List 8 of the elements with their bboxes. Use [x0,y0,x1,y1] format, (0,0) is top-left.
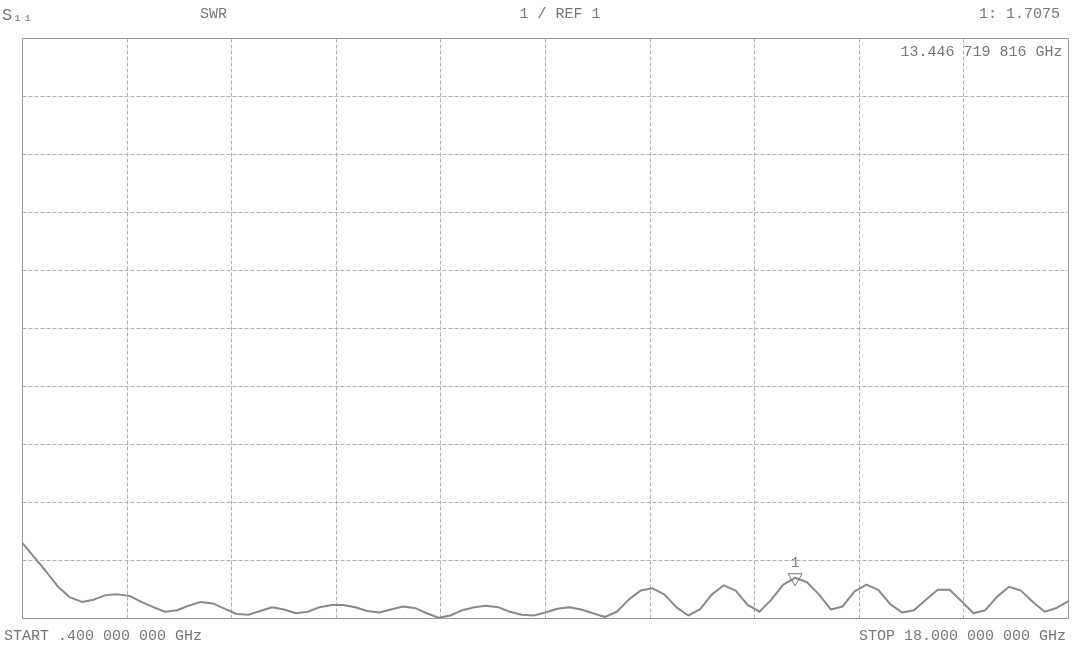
text: 13.446 719 816 GHz [900,44,1063,61]
text: 1: 1.7075 [978,5,1060,25]
chart-title: S₁₁ [2,5,33,27]
text: STOP 18.000 000 000 GHz [858,627,1066,647]
chart-subtitle: SWR [200,5,228,25]
text: 1 / REF 1 [519,5,601,25]
text: START .400 000 000 GHz [4,627,203,647]
annotation: 1 [790,554,800,571]
